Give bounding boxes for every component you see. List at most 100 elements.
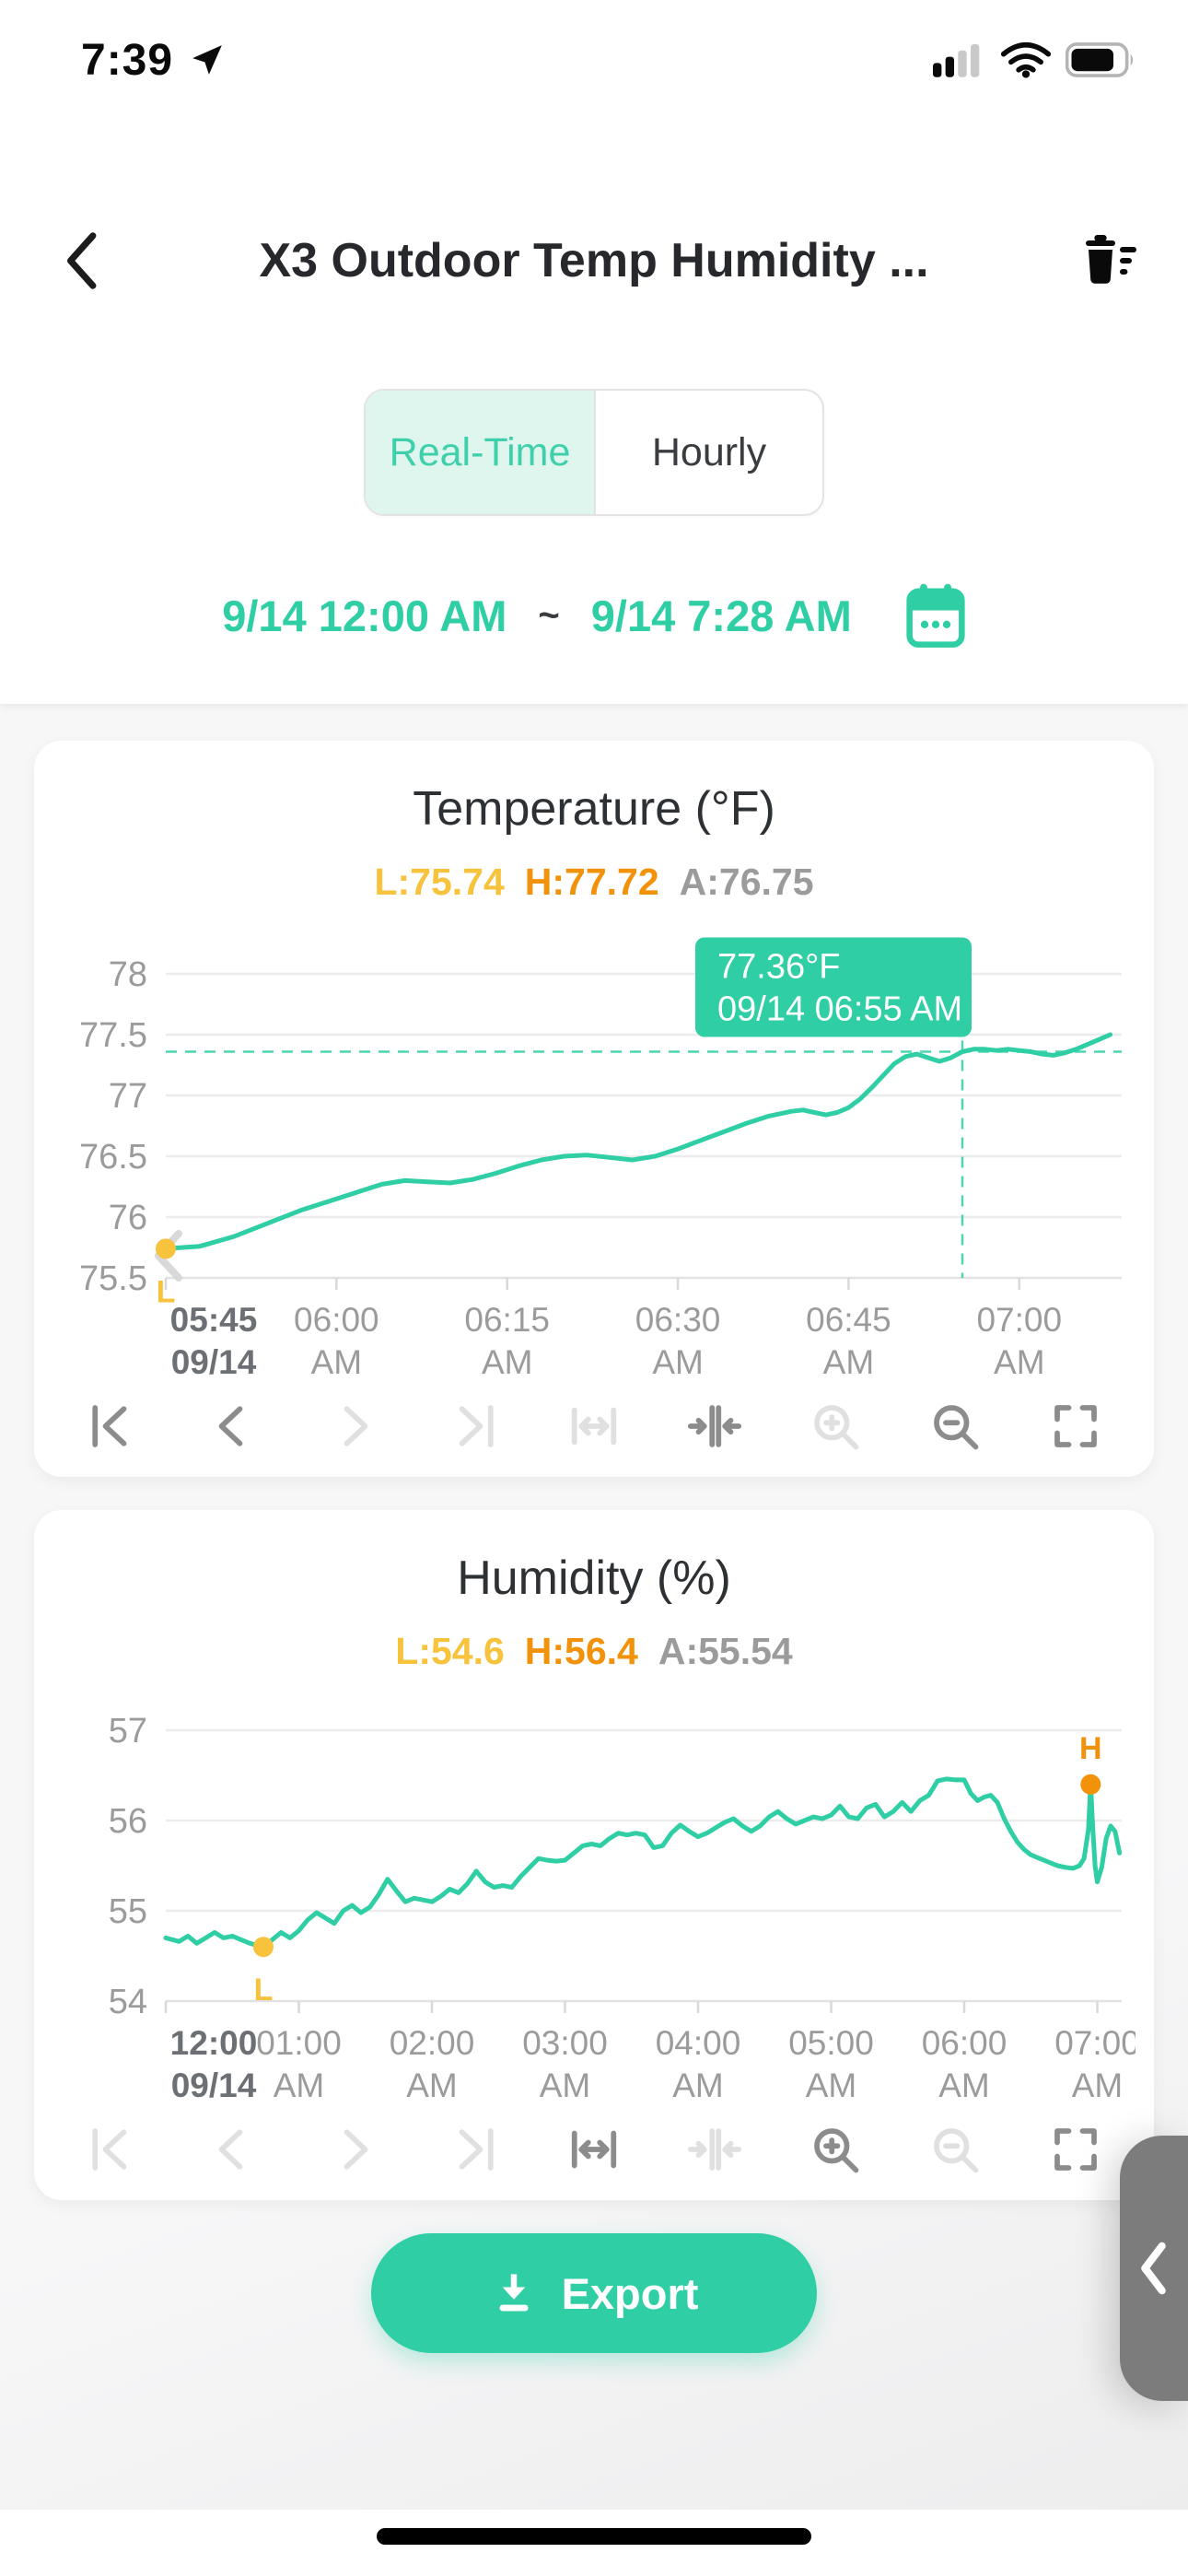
battery-icon: [1066, 41, 1137, 78]
step-forward-button[interactable]: [323, 1396, 384, 1457]
expand-horizontal-button[interactable]: [564, 1396, 624, 1457]
svg-text:09/14: 09/14: [170, 2067, 256, 2104]
svg-text:77: 77: [108, 1077, 146, 1116]
date-range-end[interactable]: 9/14 7:28 AM: [590, 591, 852, 640]
svg-text:AM: AM: [406, 2067, 458, 2104]
location-arrow-icon: [190, 42, 225, 77]
humidity-card-title: Humidity (%): [457, 1551, 731, 1605]
svg-text:54: 54: [108, 1983, 146, 2021]
zoom-out-button[interactable]: [925, 1396, 985, 1457]
back-button[interactable]: [48, 230, 114, 291]
svg-text:01:00: 01:00: [256, 2024, 342, 2062]
svg-text:76.5: 76.5: [79, 1138, 147, 1177]
zoom-out-button[interactable]: [925, 2119, 985, 2180]
svg-text:07:00: 07:00: [1054, 2024, 1136, 2062]
svg-text:AM: AM: [1071, 2067, 1123, 2104]
svg-text:AM: AM: [994, 1343, 1045, 1381]
date-range-start[interactable]: 9/14 12:00 AM: [222, 591, 507, 640]
page-title: X3 Outdoor Temp Humidity ...: [259, 234, 929, 287]
signal-strength-icon: [933, 42, 986, 77]
svg-text:75.5: 75.5: [79, 1259, 147, 1298]
temperature-avg-stat: A:76.75: [679, 861, 814, 903]
svg-text:AM: AM: [481, 1343, 532, 1381]
mode-tabs: Real-Time Hourly: [0, 389, 1188, 516]
svg-text:55: 55: [108, 1892, 146, 1931]
svg-text:02:00: 02:00: [389, 2024, 474, 2062]
home-indicator: [377, 2528, 811, 2545]
svg-text:07:00: 07:00: [976, 1301, 1062, 1339]
collapse-horizontal-button[interactable]: [684, 1396, 745, 1457]
temperature-chart[interactable]: 78 77.5 77 76.5 76 75.5 05:45 09/14 06:00 AM 06:15…: [53, 909, 1136, 1388]
status-bar: 7:39: [0, 0, 1188, 92]
humidity-chart-toolbar: [34, 2119, 1154, 2180]
humidity-high-stat: H:56.4: [524, 1630, 638, 1672]
skip-start-button[interactable]: [82, 1396, 143, 1457]
svg-text:AM: AM: [273, 2067, 324, 2104]
temperature-card: Temperature (°F) L:75.74 H:77.72 A:76.75…: [34, 741, 1154, 1477]
humidity-low-stat: L:54.6: [395, 1630, 505, 1672]
svg-text:05:00: 05:00: [788, 2024, 874, 2062]
svg-text:77.36°F: 77.36°F: [717, 947, 841, 986]
svg-text:78: 78: [108, 955, 146, 994]
skip-end-button[interactable]: [443, 1396, 504, 1457]
status-time: 7:39: [81, 35, 174, 85]
svg-text:06:45: 06:45: [806, 1301, 891, 1339]
svg-text:06:15: 06:15: [464, 1301, 550, 1339]
svg-text:AM: AM: [652, 1343, 704, 1381]
step-back-button[interactable]: [203, 2119, 263, 2180]
humidity-card: Humidity (%) L:54.6 H:56.4 A:55.54 57 56 5…: [34, 1510, 1154, 2200]
temperature-chart-toolbar: [34, 1396, 1154, 1457]
top-section: 7:39: [0, 0, 1188, 704]
humidity-stats: L:54.6 H:56.4 A:55.54: [34, 1630, 1154, 1673]
svg-text:L: L: [253, 1973, 273, 2008]
content-area: Temperature (°F) L:75.74 H:77.72 A:76.75…: [0, 704, 1188, 2510]
zoom-in-button[interactable]: [805, 1396, 866, 1457]
svg-text:04:00: 04:00: [655, 2024, 740, 2062]
temperature-low-stat: L:75.74: [374, 861, 505, 903]
date-range-row: 9/14 12:00 AM ~ 9/14 7:28 AM: [0, 582, 1188, 649]
svg-text:56: 56: [108, 1802, 146, 1841]
svg-text:AM: AM: [938, 2067, 990, 2104]
temperature-high-stat: H:77.72: [524, 861, 659, 903]
side-drawer-handle[interactable]: [1120, 2136, 1188, 2401]
delete-records-button[interactable]: [1074, 232, 1140, 289]
svg-text:05:45: 05:45: [169, 1301, 257, 1339]
svg-text:06:30: 06:30: [635, 1301, 720, 1339]
export-button[interactable]: Export: [371, 2233, 817, 2353]
step-forward-button[interactable]: [323, 2119, 384, 2180]
humidity-avg-stat: A:55.54: [658, 1630, 793, 1672]
calendar-icon[interactable]: [905, 582, 966, 649]
wifi-icon: [1001, 41, 1051, 78]
svg-text:06:00: 06:00: [294, 1301, 379, 1339]
svg-text:AM: AM: [672, 2067, 724, 2104]
svg-text:H: H: [1079, 1731, 1102, 1766]
tab-hourly[interactable]: Hourly: [594, 391, 822, 514]
tab-real-time[interactable]: Real-Time: [366, 391, 594, 514]
temperature-stats: L:75.74 H:77.72 A:76.75: [34, 861, 1154, 904]
svg-text:76: 76: [108, 1199, 146, 1237]
svg-text:AM: AM: [805, 2067, 856, 2104]
svg-text:09/14: 09/14: [170, 1343, 256, 1381]
export-button-label: Export: [561, 2268, 699, 2318]
zoom-in-button[interactable]: [805, 2119, 866, 2180]
svg-text:06:00: 06:00: [921, 2024, 1007, 2062]
fullscreen-button[interactable]: [1045, 1396, 1106, 1457]
svg-text:AM: AM: [310, 1343, 362, 1381]
expand-horizontal-button[interactable]: [564, 2119, 624, 2180]
fullscreen-button[interactable]: [1045, 2119, 1106, 2180]
collapse-horizontal-button[interactable]: [684, 2119, 745, 2180]
date-range-separator: ~: [538, 594, 560, 636]
chevron-left-icon: [1141, 2242, 1166, 2295]
download-icon: [490, 2269, 538, 2317]
svg-text:AM: AM: [822, 1343, 874, 1381]
step-back-button[interactable]: [203, 1396, 263, 1457]
skip-end-button[interactable]: [443, 2119, 504, 2180]
nav-bar: X3 Outdoor Temp Humidity ...: [0, 221, 1188, 300]
svg-text:09/14 06:55 AM: 09/14 06:55 AM: [717, 989, 962, 1028]
svg-text:12:00: 12:00: [169, 2024, 257, 2062]
svg-text:57: 57: [108, 1712, 146, 1751]
skip-start-button[interactable]: [82, 2119, 143, 2180]
temperature-card-title: Temperature (°F): [413, 782, 775, 836]
svg-text:AM: AM: [539, 2067, 590, 2104]
